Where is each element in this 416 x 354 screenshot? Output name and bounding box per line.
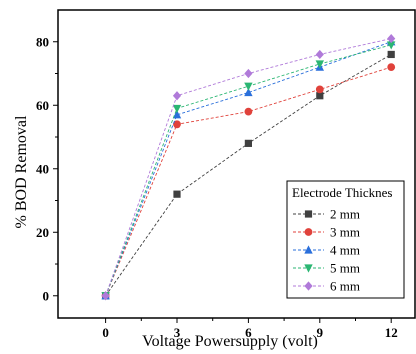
legend-item-3-mm: 3 mm: [293, 225, 360, 240]
legend-marker-2-mm: [304, 210, 313, 218]
plot-frame: [57, 9, 416, 319]
data-point-5-mm: [387, 41, 396, 50]
data-point-5-mm: [172, 104, 182, 114]
data-point-2-mm: [244, 139, 252, 147]
data-point-5-mm: [315, 60, 324, 69]
legend-marker-5-mm: [304, 264, 313, 273]
y-tick-label: 0: [43, 288, 50, 303]
legend-marker-3-mm: [304, 228, 313, 236]
legend-item-5-mm: 5 mm: [293, 261, 360, 276]
legend-box: [286, 180, 405, 299]
data-point-3-mm: [173, 120, 181, 129]
y-axis-title: % BOD Removal: [13, 115, 30, 228]
data-point-3-mm: [244, 107, 253, 116]
data-point-3-mm: [315, 85, 324, 94]
legend-label-5-mm: 5 mm: [330, 261, 360, 276]
x-tick-label: 0: [102, 325, 109, 340]
y-tick-label: 20: [36, 225, 49, 240]
data-point-4-mm: [244, 87, 253, 97]
series-line-4-mm: [105, 41, 392, 296]
x-axis-title: Voltage Powersupply (volt): [142, 333, 318, 350]
data-point-6-mm: [244, 68, 253, 79]
legend-item-2-mm: 2 mm: [293, 207, 360, 222]
legend-item-6-mm: 6 mm: [293, 279, 360, 294]
data-point-5-mm: [244, 82, 253, 91]
x-tick-label: 6: [245, 325, 252, 340]
data-point-3-mm: [387, 63, 396, 72]
legend-label-2-mm: 2 mm: [330, 207, 360, 222]
data-point-2-mm: [387, 50, 395, 59]
data-point-4-mm: [172, 110, 182, 119]
y-tick-label: 80: [36, 34, 49, 49]
x-tick-label: 3: [174, 325, 181, 340]
y-tick-label: 40: [36, 161, 49, 176]
data-point-6-mm: [387, 33, 396, 44]
data-point-6-mm: [315, 49, 324, 60]
x-tick-label: 9: [317, 325, 324, 340]
legend-label-6-mm: 6 mm: [330, 279, 360, 294]
series-6-mm: [101, 33, 396, 301]
data-point-2-mm: [316, 92, 324, 100]
data-point-6-mm: [172, 91, 182, 101]
legend-title: Electrode Thicknes: [292, 185, 392, 200]
y-tick-label: 60: [36, 98, 49, 113]
legend-label-4-mm: 4 mm: [330, 243, 360, 258]
legend-marker-6-mm: [304, 281, 313, 291]
legend-label-3-mm: 3 mm: [330, 225, 360, 240]
data-point-6-mm: [101, 291, 110, 301]
data-point-2-mm: [173, 190, 181, 198]
legend-item-4-mm: 4 mm: [293, 243, 360, 258]
legend-marker-4-mm: [304, 245, 313, 254]
x-tick-label: 12: [385, 325, 398, 340]
series-line-3-mm: [105, 66, 392, 296]
